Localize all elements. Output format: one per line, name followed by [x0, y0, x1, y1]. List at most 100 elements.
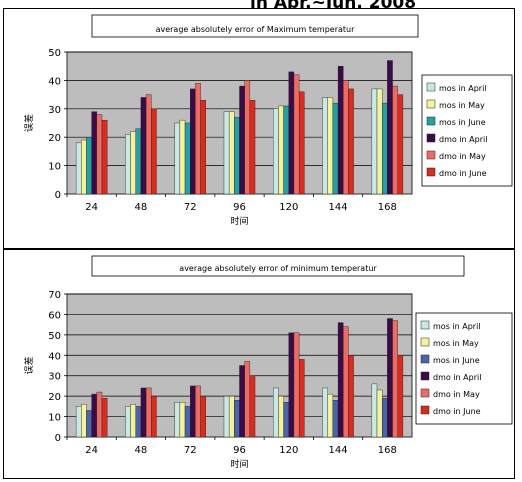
x-axis-label: 时间 — [230, 458, 248, 470]
legend-label: dmo in April — [433, 373, 481, 382]
bar-dmo-in-june-120 — [298, 91, 305, 195]
bar-dmo-in-april-24 — [91, 393, 98, 438]
legend — [421, 74, 513, 187]
bar-dmo-in-april-96 — [239, 85, 245, 195]
bar-dmo-in-may-24 — [96, 391, 103, 438]
bar-dmo-in-april-168 — [387, 60, 393, 195]
bar-dmo-in-june-24 — [101, 397, 108, 438]
x-tick-label: 72 — [184, 445, 197, 456]
x-tick-label: 24 — [85, 202, 98, 213]
y-tick-label: 40 — [48, 76, 61, 87]
bar-dmo-in-april-96 — [239, 365, 245, 438]
legend-label: mos in June — [439, 118, 486, 127]
y-axis-label: 误差 — [23, 356, 35, 374]
bar-dmo-in-june-168 — [397, 355, 404, 438]
bar-mos-in-april-96 — [223, 111, 230, 195]
x-tick-label: 72 — [184, 202, 197, 213]
y-tick-label: 50 — [48, 48, 61, 59]
chart-title-box — [91, 255, 465, 277]
legend-swatch — [426, 82, 436, 92]
bar-dmo-in-may-168 — [392, 85, 398, 195]
bar-dmo-in-june-144 — [348, 355, 354, 438]
bar-mos-in-june-96 — [234, 117, 240, 195]
legend-swatch — [420, 320, 430, 330]
bar-dmo-in-april-48 — [140, 387, 147, 438]
y-tick-label: 10 — [48, 162, 61, 173]
bar-dmo-in-may-72 — [195, 385, 201, 438]
legend-swatch — [426, 116, 436, 126]
chart-maximum-temperature: average absolutely error of Maximum temp… — [23, 14, 513, 227]
bar-mos-in-june-168 — [381, 102, 388, 195]
chart-panel-minimum-temperature: average absolutely error of minimum temp… — [3, 249, 515, 479]
bar-dmo-in-april-120 — [288, 71, 295, 195]
y-tick-label: 60 — [48, 310, 61, 321]
bar-mos-in-june-72 — [184, 122, 191, 195]
bar-dmo-in-june-96 — [249, 375, 256, 438]
bar-dmo-in-may-96 — [244, 80, 251, 195]
bar-dmo-in-may-120 — [293, 74, 300, 195]
bar-dmo-in-april-120 — [288, 332, 295, 438]
bar-dmo-in-may-120 — [293, 332, 300, 438]
legend-swatch — [426, 167, 436, 177]
bar-dmo-in-june-48 — [151, 108, 157, 195]
legend-swatch — [420, 405, 430, 415]
bar-mos-in-may-168 — [376, 389, 383, 438]
bar-mos-in-may-168 — [376, 88, 383, 195]
y-tick-label: 30 — [48, 105, 61, 116]
bar-dmo-in-june-168 — [397, 94, 404, 195]
y-tick-label: 0 — [55, 190, 61, 201]
bar-mos-in-june-120 — [283, 402, 289, 438]
bar-mos-in-may-48 — [130, 404, 136, 438]
bar-dmo-in-june-96 — [249, 100, 256, 195]
bar-dmo-in-april-168 — [387, 318, 393, 438]
x-tick-label: 96 — [233, 202, 246, 213]
bar-mos-in-april-168 — [371, 383, 378, 438]
legend-swatch — [426, 150, 436, 160]
legend-label: mos in May — [433, 339, 479, 348]
legend — [415, 312, 513, 425]
bar-mos-in-april-120 — [273, 108, 279, 195]
legend-label: dmo in May — [433, 390, 480, 399]
chart-title-box — [91, 14, 419, 38]
bar-dmo-in-may-24 — [96, 114, 103, 195]
legend-swatch — [420, 337, 430, 347]
bar-mos-in-april-48 — [125, 134, 131, 195]
bar-mos-in-june-24 — [86, 410, 92, 438]
bar-mos-in-may-96 — [228, 111, 235, 195]
bar-mos-in-may-96 — [228, 395, 235, 438]
bar-dmo-in-june-48 — [151, 395, 157, 438]
y-tick-label: 70 — [48, 290, 61, 301]
bar-mos-in-may-24 — [81, 139, 87, 195]
bar-mos-in-may-120 — [278, 105, 284, 195]
bar-mos-in-june-144 — [332, 102, 339, 195]
legend-label: dmo in June — [439, 169, 487, 178]
bar-dmo-in-may-48 — [145, 387, 152, 438]
legend-label: mos in April — [433, 322, 481, 331]
bar-mos-in-may-72 — [179, 119, 186, 195]
chart-minimum-temperature: average absolutely error of minimum temp… — [23, 255, 513, 470]
bar-dmo-in-may-72 — [195, 83, 201, 195]
x-tick-label: 120 — [279, 445, 298, 456]
x-tick-label: 120 — [279, 202, 298, 213]
legend-swatch — [420, 388, 430, 398]
bar-dmo-in-may-144 — [343, 80, 349, 195]
bar-mos-in-may-144 — [327, 97, 334, 195]
legend-label: dmo in May — [439, 152, 486, 161]
x-tick-label: 96 — [233, 445, 246, 456]
bar-mos-in-june-96 — [234, 400, 240, 438]
legend-label: mos in May — [439, 101, 485, 110]
bar-dmo-in-april-24 — [91, 111, 98, 195]
y-tick-label: 10 — [48, 413, 61, 424]
bar-mos-in-june-168 — [381, 397, 388, 438]
bar-mos-in-april-144 — [322, 387, 328, 438]
x-tick-label: 168 — [378, 202, 397, 213]
y-tick-label: 0 — [55, 433, 61, 444]
bar-mos-in-april-168 — [371, 88, 378, 195]
x-tick-label: 144 — [329, 202, 348, 213]
x-tick-label: 24 — [85, 445, 98, 456]
bar-mos-in-may-24 — [81, 404, 87, 438]
bar-mos-in-may-72 — [179, 402, 186, 438]
bar-dmo-in-june-144 — [348, 88, 354, 195]
y-tick-label: 40 — [48, 351, 61, 362]
bar-mos-in-april-144 — [322, 97, 328, 195]
